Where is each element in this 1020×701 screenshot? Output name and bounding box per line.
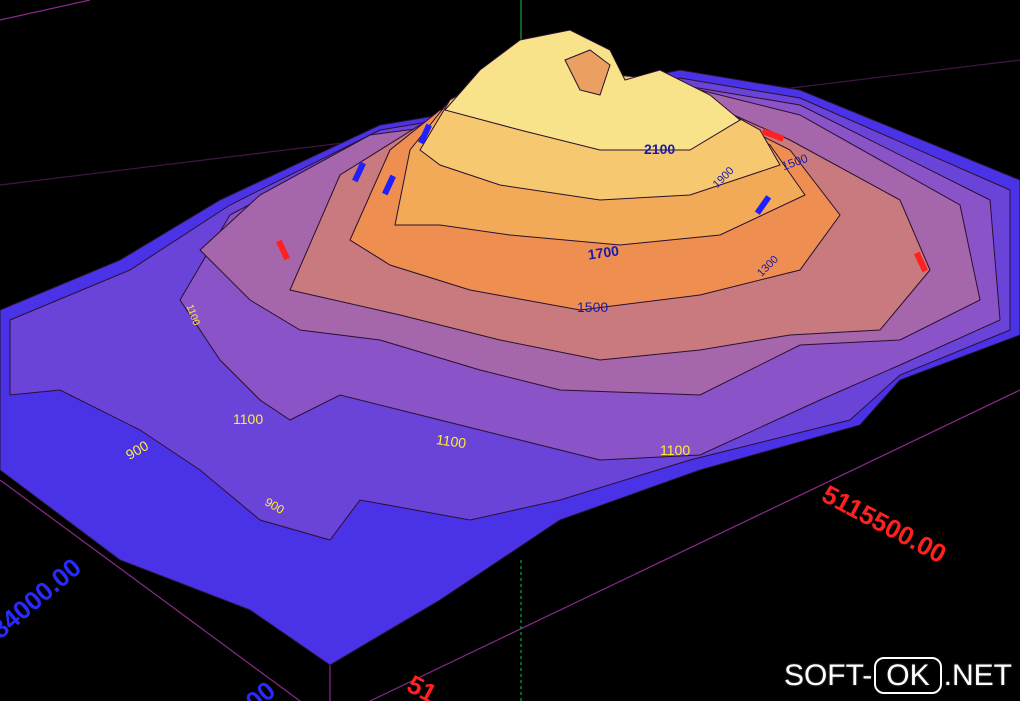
easting-axis-label: 84000.00 xyxy=(0,552,87,645)
contour-label: 2100 xyxy=(644,141,675,157)
contour-label: 1500 xyxy=(577,299,608,315)
contour-label: 1100 xyxy=(233,411,263,427)
contour-label: 1100 xyxy=(660,442,690,458)
contour-label: 1700 xyxy=(587,242,620,262)
elevation-bands xyxy=(0,29,1020,666)
markers xyxy=(276,123,928,273)
northing-axis-label: 5115500.00 xyxy=(817,479,951,569)
watermark: SOFT- OK .NET xyxy=(783,657,1012,694)
northing-axis-label-partial: 51 xyxy=(402,669,442,701)
contour-label: 1100 xyxy=(435,431,467,451)
summit-crater xyxy=(564,49,611,96)
easting-axis-label-partial: 00 xyxy=(240,675,281,701)
